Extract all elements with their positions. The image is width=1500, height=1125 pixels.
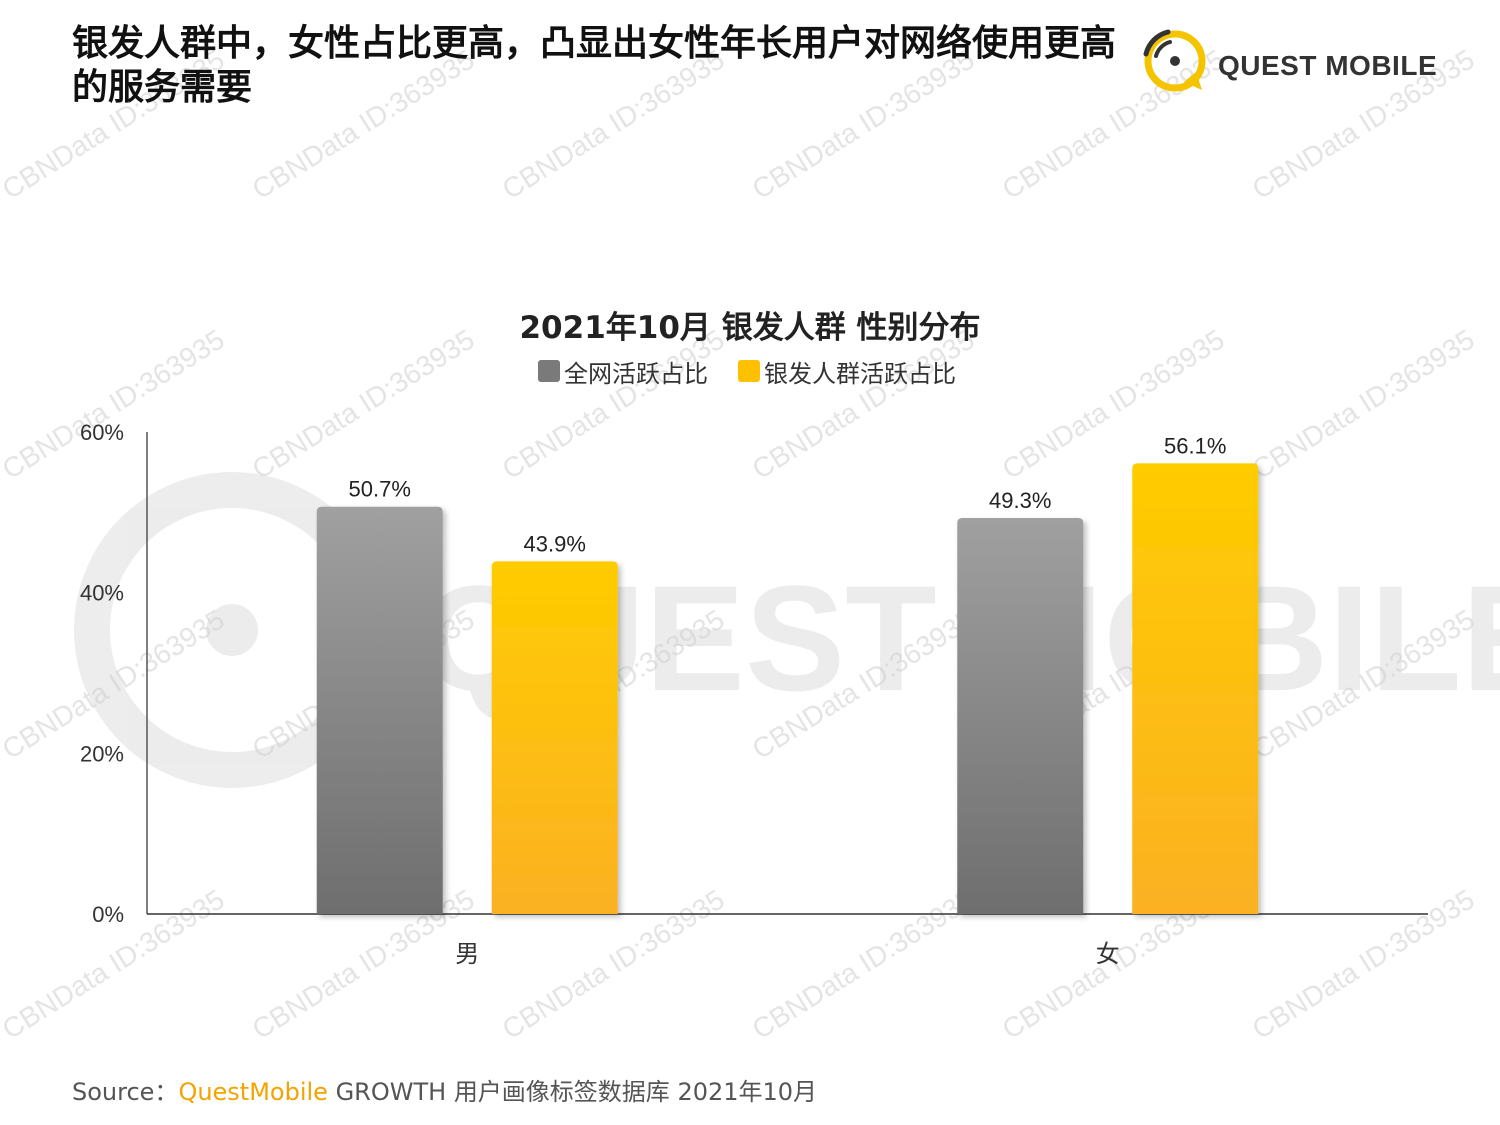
bar-value-label: 43.9% (524, 531, 586, 556)
bar-silver-male (491, 561, 618, 914)
legend-swatch-yellow (738, 360, 760, 382)
y-tick-label: 0% (92, 902, 124, 927)
legend-label-all-network: 全网活跃占比 (564, 359, 708, 388)
bar-value-label: 50.7% (349, 477, 411, 502)
legend-item-silver: 银发人群活跃占比 (738, 354, 956, 389)
y-tick-label: 20% (80, 741, 124, 766)
chart-title: 2021年10月 银发人群 性别分布 (519, 310, 981, 346)
logo-text: QUEST MOBILE (1218, 50, 1438, 81)
bar-value-label: 49.3% (989, 488, 1051, 513)
bar-value-label: 56.1% (1164, 433, 1226, 458)
bar-all-network-male (316, 506, 443, 914)
legend-label-silver: 银发人群活跃占比 (764, 359, 956, 388)
bar-all-network-female (957, 517, 1084, 914)
chart-legend: 全网活跃占比 银发人群活跃占比 (538, 354, 986, 389)
legend-swatch-gray (538, 360, 560, 382)
questmobile-logo: QUEST MOBILE (1138, 22, 1438, 92)
source-note: Source：QuestMobile GROWTH 用户画像标签数据库 2021… (72, 1072, 817, 1107)
bar-silver-female (1132, 463, 1259, 914)
source-rest: GROWTH 用户画像标签数据库 2021年10月 (327, 1078, 818, 1106)
legend-item-all-network: 全网活跃占比 (538, 354, 708, 389)
y-tick-label: 40% (80, 581, 124, 606)
page-headline: 银发人群中，女性占比更高，凸显出女性年长用户对网络使用更高的服务需要 (72, 23, 1117, 108)
y-tick-label: 60% (80, 420, 124, 445)
x-tick-label-male: 男 (455, 940, 479, 968)
source-prefix: Source： (72, 1078, 179, 1106)
source-brand: QuestMobile (178, 1078, 328, 1106)
speech-bubble-signal-icon (1143, 29, 1206, 92)
x-tick-label-female: 女 (1096, 940, 1120, 968)
